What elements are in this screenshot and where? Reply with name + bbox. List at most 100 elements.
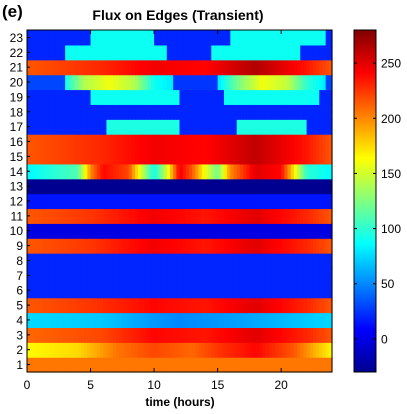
heatmap-cell	[144, 148, 149, 165]
heatmap-cell	[154, 312, 158, 328]
heatmap-cell	[128, 253, 133, 269]
heatmap-cell	[306, 297, 311, 314]
heatmap-cell	[281, 104, 285, 120]
heatmap-cell	[255, 267, 260, 284]
heatmap-cell	[61, 193, 66, 210]
heatmap-cell	[309, 163, 314, 180]
heatmap-cell	[255, 297, 260, 314]
heatmap-cell	[309, 327, 314, 343]
heatmap-cell	[287, 253, 292, 269]
heatmap-cell	[157, 30, 162, 46]
heatmap-cell	[125, 163, 130, 180]
heatmap-cell	[112, 30, 117, 46]
heatmap-cell	[306, 163, 311, 180]
heatmap-cell	[154, 193, 158, 210]
heatmap-cell	[109, 148, 114, 165]
heatmap-cell	[144, 119, 149, 135]
heatmap-cell	[106, 30, 111, 46]
heatmap-cell	[316, 89, 320, 105]
heatmap-cell	[211, 74, 216, 91]
heatmap-cell	[230, 134, 235, 150]
heatmap-cell	[144, 357, 149, 373]
heatmap-cell	[201, 238, 206, 254]
heatmap-cell	[176, 148, 181, 165]
heatmap-cell	[157, 44, 162, 61]
heatmap-cell	[249, 267, 254, 284]
heatmap-cell	[252, 148, 257, 165]
heatmap-cell	[252, 253, 257, 269]
heatmap-cell	[236, 253, 241, 269]
heatmap-cell	[303, 238, 308, 254]
heatmap-cell	[236, 89, 241, 105]
heatmap-cell	[204, 297, 209, 314]
heatmap-cell	[122, 312, 127, 328]
heatmap-cell	[316, 282, 320, 299]
heatmap-cell	[135, 223, 139, 239]
heatmap-cell	[169, 134, 174, 150]
heatmap-cell	[271, 342, 276, 358]
heatmap-cell	[109, 297, 114, 314]
heatmap-cell	[96, 163, 101, 180]
heatmap-row-5	[27, 297, 333, 314]
heatmap-cell	[36, 59, 41, 76]
heatmap-cell	[33, 342, 38, 358]
heatmap-cell	[293, 30, 298, 46]
heatmap-cell	[144, 208, 149, 224]
heatmap-cell	[233, 30, 238, 46]
heatmap-cell	[316, 119, 320, 135]
heatmap-cell	[208, 148, 212, 165]
heatmap-cell	[208, 267, 212, 284]
heatmap-cell	[284, 282, 289, 299]
heatmap-cell	[303, 163, 308, 180]
heatmap-cell	[227, 89, 231, 105]
heatmap-cell	[39, 30, 44, 46]
heatmap-cell	[71, 134, 76, 150]
heatmap-cell	[258, 134, 263, 150]
heatmap-cell	[217, 59, 222, 76]
heatmap-cell	[84, 134, 88, 150]
heatmap-cell	[100, 74, 104, 91]
heatmap-cell	[147, 134, 152, 150]
heatmap-cell	[125, 327, 130, 343]
heatmap-cell	[150, 163, 155, 180]
heatmap-cell	[93, 134, 98, 150]
heatmap-cell	[39, 223, 44, 239]
heatmap-cell	[71, 89, 76, 105]
heatmap-cell	[169, 74, 174, 91]
heatmap-cell	[297, 327, 301, 343]
heatmap-cell	[198, 297, 203, 314]
heatmap-cell	[112, 134, 117, 150]
heatmap-cell	[223, 89, 228, 105]
x-tick-label: 20	[274, 378, 288, 392]
heatmap-cell	[65, 59, 69, 76]
heatmap-cell	[135, 327, 139, 343]
heatmap-cell	[52, 89, 57, 105]
heatmap-cell	[84, 59, 88, 76]
heatmap-cell	[284, 119, 289, 135]
heatmap-cell	[243, 253, 247, 269]
heatmap-cell	[277, 44, 282, 61]
heatmap-cell	[30, 357, 34, 373]
heatmap-cell	[297, 178, 301, 195]
heatmap-cell	[100, 148, 104, 165]
heatmap-cell	[312, 74, 317, 91]
y-tick-label: 17	[10, 120, 24, 134]
heatmap-cell	[252, 223, 257, 239]
heatmap-cell	[255, 148, 260, 165]
heatmap-cell	[115, 134, 120, 150]
heatmap-cell	[325, 148, 330, 165]
heatmap-cell	[297, 238, 301, 254]
y-tick-label: 7	[16, 269, 23, 283]
heatmap-cell	[303, 357, 308, 373]
y-tick-label: 12	[10, 195, 24, 209]
heatmap-cell	[300, 74, 305, 91]
heatmap-cell	[84, 74, 88, 91]
heatmap-cell	[39, 312, 44, 328]
heatmap-cell	[144, 267, 149, 284]
heatmap-cell	[303, 208, 308, 224]
heatmap-cell	[325, 208, 330, 224]
heatmap-cell	[160, 163, 165, 180]
heatmap-cell	[103, 327, 108, 343]
heatmap-cell	[81, 178, 85, 195]
